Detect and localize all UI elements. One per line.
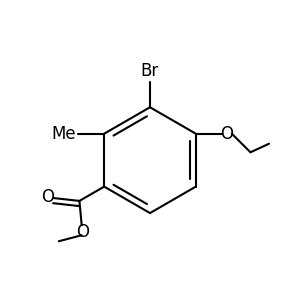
Text: O: O bbox=[220, 125, 233, 143]
Text: O: O bbox=[76, 223, 89, 241]
Text: O: O bbox=[41, 188, 54, 206]
Text: Me: Me bbox=[51, 125, 76, 143]
Text: Br: Br bbox=[141, 62, 159, 80]
